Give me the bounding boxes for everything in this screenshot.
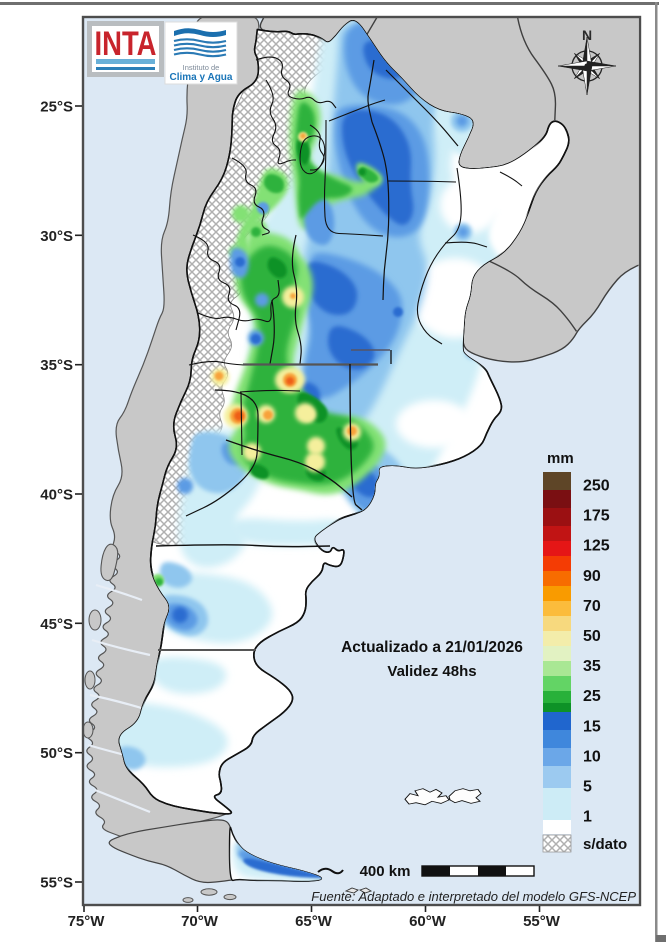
svg-text:60°W: 60°W	[409, 913, 447, 930]
svg-text:mm: mm	[547, 450, 574, 467]
svg-text:400 km: 400 km	[360, 863, 411, 880]
svg-text:30°S: 30°S	[40, 228, 73, 245]
svg-text:45°S: 45°S	[40, 616, 73, 633]
svg-text:65°W: 65°W	[295, 913, 333, 930]
svg-text:50°S: 50°S	[40, 745, 73, 762]
svg-text:175: 175	[583, 508, 610, 525]
svg-text:Instituto de: Instituto de	[183, 63, 220, 72]
svg-text:25°S: 25°S	[40, 99, 73, 116]
svg-text:N: N	[582, 27, 592, 43]
svg-text:Fuente: Adaptado e interpretad: Fuente: Adaptado e interpretado del mode…	[311, 889, 636, 904]
svg-text:70°W: 70°W	[181, 913, 219, 930]
svg-text:35°S: 35°S	[40, 357, 73, 374]
svg-text:Clima y Agua: Clima y Agua	[170, 72, 233, 83]
svg-text:10: 10	[583, 748, 601, 765]
svg-text:75°W: 75°W	[68, 913, 106, 930]
svg-text:90: 90	[583, 568, 601, 585]
svg-text:INTA: INTA	[95, 25, 157, 63]
svg-text:5: 5	[583, 779, 592, 796]
svg-text:50: 50	[583, 628, 601, 645]
svg-text:250: 250	[583, 478, 610, 495]
svg-text:55°W: 55°W	[523, 913, 561, 930]
svg-text:40°S: 40°S	[40, 487, 73, 504]
svg-text:Actualizado a 21/01/2026: Actualizado a 21/01/2026	[341, 639, 523, 656]
svg-text:125: 125	[583, 538, 610, 555]
svg-text:25: 25	[583, 688, 601, 705]
svg-text:70: 70	[583, 598, 601, 615]
svg-text:1: 1	[583, 809, 592, 826]
svg-text:55°S: 55°S	[40, 875, 73, 892]
svg-text:15: 15	[583, 718, 601, 735]
svg-text:s/dato: s/dato	[583, 836, 627, 853]
svg-text:35: 35	[583, 658, 601, 675]
svg-text:Validez 48hs: Validez 48hs	[387, 663, 476, 680]
